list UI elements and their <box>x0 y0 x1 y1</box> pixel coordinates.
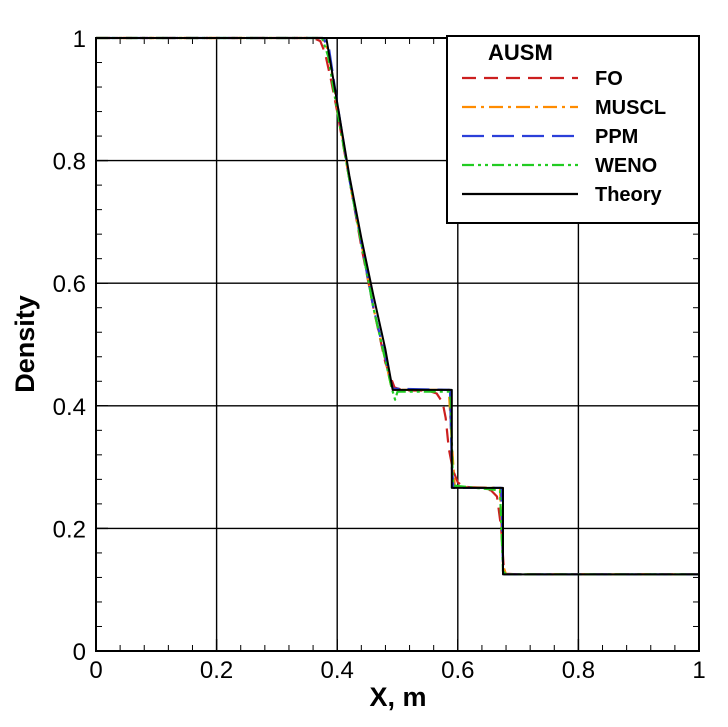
series-line-fo <box>96 36 699 576</box>
legend-label: WENO <box>595 155 657 177</box>
legend-label: MUSCL <box>595 97 666 119</box>
y-tick-label: 0.8 <box>53 149 86 176</box>
y-tick-label: 0.2 <box>53 516 86 543</box>
legend: AUSM FO MUSCL PPM WENO Theory <box>446 35 700 224</box>
series-lines <box>96 36 699 576</box>
series-line-theory <box>96 37 699 576</box>
x-tick-label: 0.8 <box>562 657 595 684</box>
legend-label: Theory <box>595 184 663 206</box>
legend-items: FO MUSCL PPM WENO Theory <box>462 68 666 206</box>
y-tick-label: 1 <box>73 26 86 53</box>
series-line-weno <box>96 36 699 576</box>
y-tick-label: 0 <box>73 639 86 666</box>
legend-title: AUSM <box>488 40 553 65</box>
x-tick-label: 0.4 <box>321 657 354 684</box>
legend-box <box>446 35 700 224</box>
x-axis-title: X, m <box>369 682 426 712</box>
y-tick-label: 0.4 <box>53 394 86 421</box>
tick-labels: 0 0.2 0.4 0.6 0.8 1 0 0.2 0.4 0.6 0.8 1 <box>53 26 706 684</box>
x-tick-label: 0.2 <box>200 657 233 684</box>
x-tick-label: 0 <box>89 657 102 684</box>
legend-label: FO <box>595 68 623 90</box>
x-tick-label: 1 <box>692 657 705 684</box>
y-axis-title: Density <box>10 295 40 393</box>
legend-label: PPM <box>595 126 638 148</box>
y-tick-label: 0.6 <box>53 271 86 298</box>
plot-frame <box>95 37 700 652</box>
x-tick-label: 0.6 <box>441 657 474 684</box>
